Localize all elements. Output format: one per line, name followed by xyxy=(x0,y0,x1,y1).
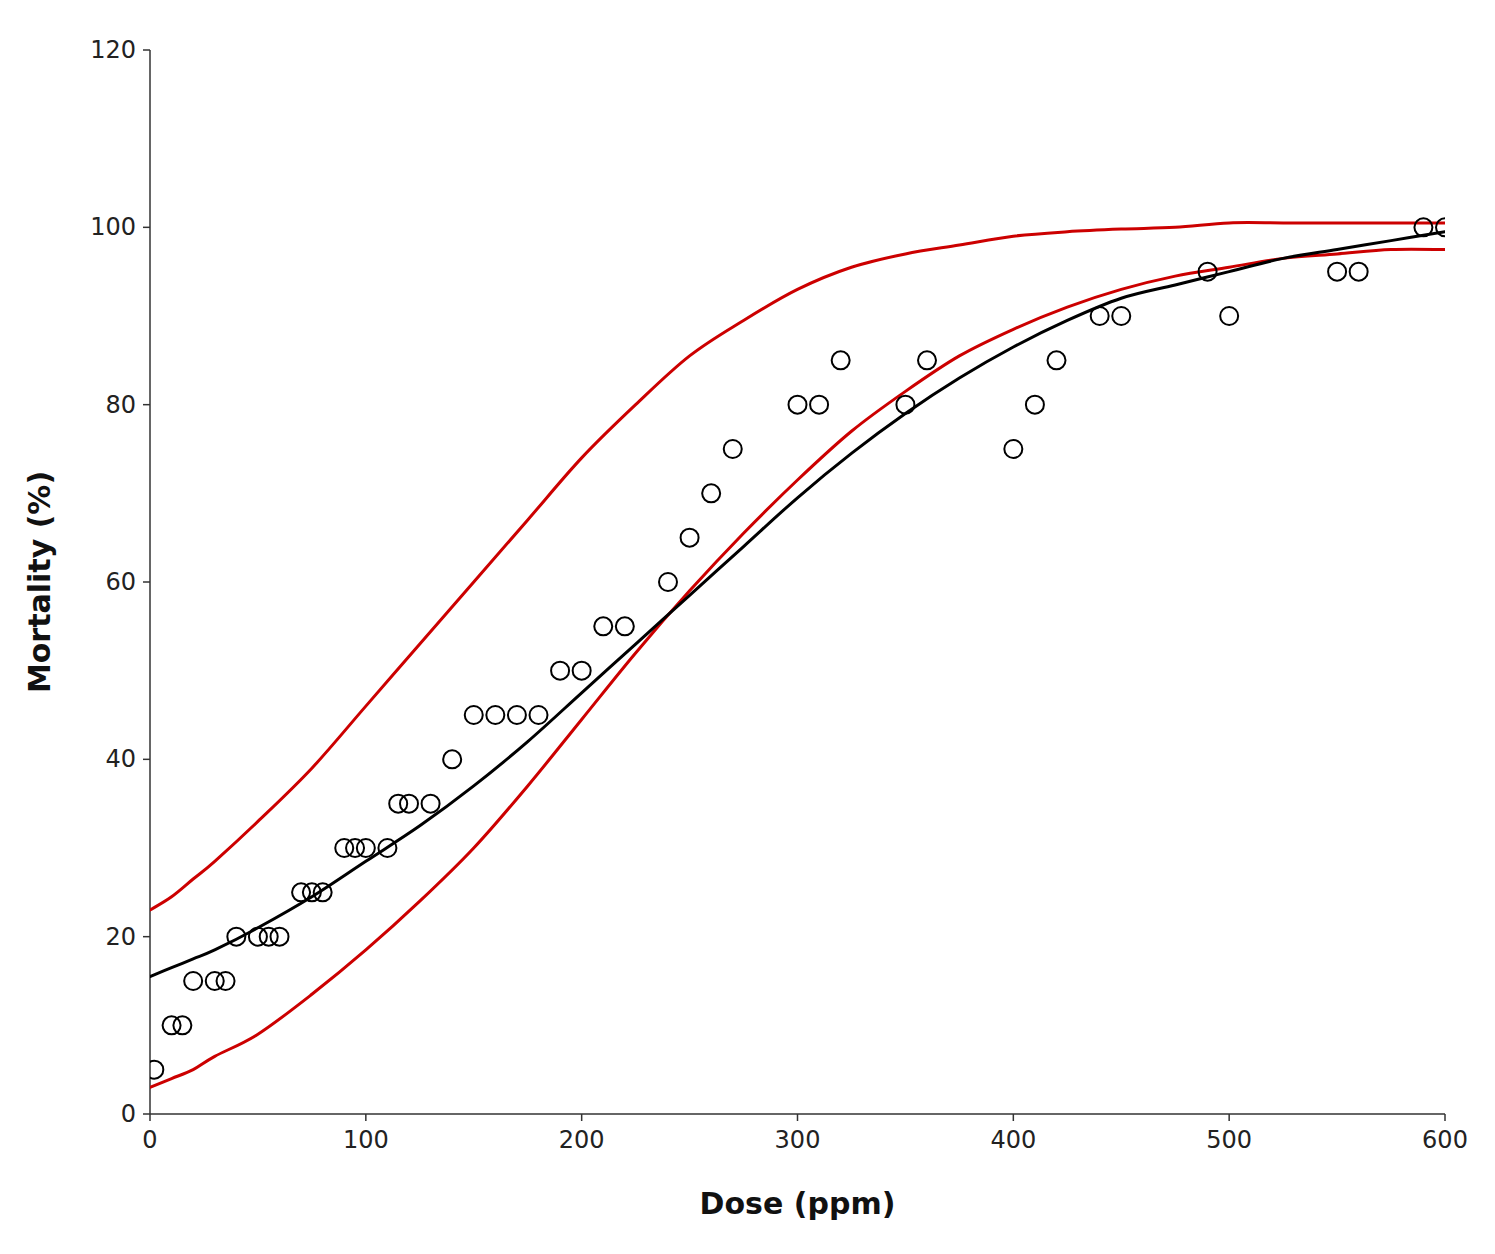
point xyxy=(217,972,235,990)
point xyxy=(659,573,677,591)
point xyxy=(163,1016,181,1034)
point xyxy=(260,928,278,946)
x-tick-label: 200 xyxy=(559,1126,605,1154)
y-tick-label: 40 xyxy=(105,745,136,773)
point xyxy=(573,662,591,680)
point xyxy=(832,351,850,369)
y-tick xyxy=(143,227,150,229)
y-tick-label: 0 xyxy=(121,1100,136,1128)
axes: 0 100 200 300 400 500 600 0 20 40 60 80 100 120 xyxy=(90,36,1468,1154)
point xyxy=(1048,351,1066,369)
x-tick xyxy=(1444,1114,1446,1121)
point xyxy=(724,440,742,458)
point xyxy=(389,795,407,813)
line xyxy=(150,223,1445,910)
point xyxy=(594,617,612,635)
point xyxy=(150,1061,163,1079)
point xyxy=(335,839,353,857)
y-tick-label: 20 xyxy=(105,923,136,951)
point xyxy=(486,706,504,724)
x-tick-label: 0 xyxy=(142,1126,157,1154)
point xyxy=(422,795,440,813)
point xyxy=(551,662,569,680)
line xyxy=(150,249,1445,1087)
point xyxy=(378,839,396,857)
point xyxy=(357,839,375,857)
point xyxy=(1414,218,1432,236)
point xyxy=(206,972,224,990)
point xyxy=(1328,263,1346,281)
point xyxy=(1199,263,1217,281)
line xyxy=(150,232,1445,977)
y-tick-label: 100 xyxy=(90,213,136,241)
point xyxy=(400,795,418,813)
x-tick-label: 400 xyxy=(990,1126,1036,1154)
y-tick xyxy=(143,936,150,938)
x-axis-label: Dose (ppm) xyxy=(700,1186,896,1221)
point xyxy=(1004,440,1022,458)
y-tick xyxy=(143,49,150,51)
point xyxy=(681,529,699,547)
y-tick-label: 60 xyxy=(105,568,136,596)
x-tick-label: 100 xyxy=(343,1126,389,1154)
x-tick xyxy=(1228,1114,1230,1121)
point xyxy=(303,883,321,901)
point xyxy=(271,928,289,946)
x-tick xyxy=(365,1114,367,1121)
point xyxy=(465,706,483,724)
x-tick xyxy=(581,1114,583,1121)
y-tick-label: 80 xyxy=(105,391,136,419)
background xyxy=(0,0,1495,1254)
x-tick-label: 500 xyxy=(1206,1126,1252,1154)
point xyxy=(1112,307,1130,325)
y-tick-label: 120 xyxy=(90,36,136,64)
y-tick xyxy=(143,1113,150,1115)
point xyxy=(184,972,202,990)
point xyxy=(249,928,267,946)
point xyxy=(918,351,936,369)
point xyxy=(1220,307,1238,325)
point xyxy=(1350,263,1368,281)
x-tick xyxy=(1013,1114,1015,1121)
point xyxy=(1026,396,1044,414)
chart: 0 100 200 300 400 500 600 0 20 40 60 80 100 120 Dose (… xyxy=(0,0,1495,1254)
point xyxy=(1436,218,1445,236)
point xyxy=(314,883,332,901)
point xyxy=(292,883,310,901)
point xyxy=(810,396,828,414)
y-tick xyxy=(143,581,150,583)
point xyxy=(227,928,245,946)
point xyxy=(896,396,914,414)
point xyxy=(616,617,634,635)
x-tick-label: 300 xyxy=(775,1126,821,1154)
point xyxy=(1091,307,1109,325)
point xyxy=(789,396,807,414)
x-tick xyxy=(797,1114,799,1121)
point xyxy=(443,750,461,768)
y-tick xyxy=(143,759,150,761)
point xyxy=(173,1016,191,1034)
plot-area xyxy=(150,218,1445,1087)
x-tick xyxy=(149,1114,151,1121)
y-axis-label: Mortality (%) xyxy=(22,471,57,693)
point xyxy=(346,839,364,857)
x-tick-label: 600 xyxy=(1422,1126,1468,1154)
point xyxy=(702,484,720,502)
y-tick xyxy=(143,404,150,406)
point xyxy=(530,706,548,724)
point xyxy=(508,706,526,724)
